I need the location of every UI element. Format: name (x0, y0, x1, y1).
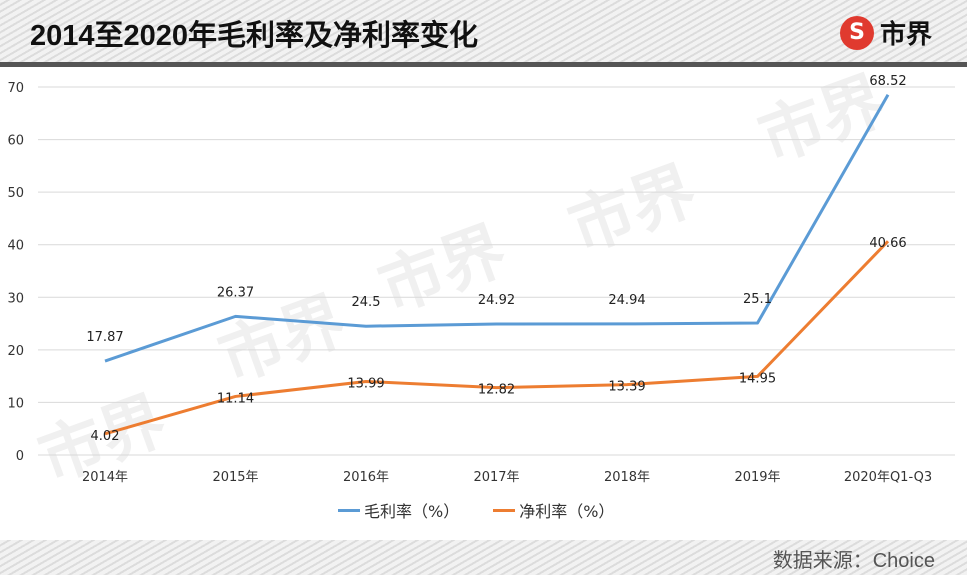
y-tick-label: 40 (7, 239, 24, 254)
footer-banner (0, 540, 967, 575)
y-tick-label: 20 (7, 344, 24, 359)
data-label: 40.66 (869, 236, 906, 251)
legend-line-orange-icon (493, 508, 516, 512)
y-axis-ticks: 0 10 20 30 40 50 60 70 (7, 81, 24, 464)
x-tick-label: 2020年Q1-Q3 (844, 470, 932, 485)
y-tick-label: 50 (7, 186, 24, 201)
x-tick-label: 2014年 (82, 470, 128, 485)
y-tick-label: 0 (16, 449, 24, 464)
logo-text: 市界 (880, 20, 933, 50)
data-label: 25.1 (743, 292, 772, 307)
net-margin-line (104, 240, 890, 436)
gross-margin-line (104, 94, 890, 363)
legend-item-gross-margin: 毛利率（%） (338, 498, 459, 522)
x-tick-label: 2015年 (212, 470, 258, 485)
y-tick-label: 70 (7, 81, 24, 96)
data-label: 13.99 (347, 376, 384, 391)
legend-line-blue-icon (338, 508, 360, 512)
x-tick-label: 2018年 (604, 470, 650, 485)
data-source: 数据来源：Choice (772, 550, 935, 572)
y-tick-label: 10 (7, 396, 24, 411)
data-label: 4.02 (91, 429, 120, 444)
header-divider (0, 62, 967, 67)
logo-s-icon: S (840, 15, 874, 50)
series-lines (104, 94, 890, 436)
data-label: 26.37 (217, 285, 254, 300)
legend-label: 净利率（%） (519, 502, 615, 521)
data-labels: 17.87 26.37 24.5 24.92 24.94 25.1 68.52 4.02 11.… (86, 74, 906, 444)
legend-item-net-margin: 净利率（%） (493, 498, 614, 522)
legend: 毛利率（%） 净利率（%） (338, 498, 648, 522)
watermark-text: 市界 (370, 214, 516, 327)
header-banner (0, 0, 967, 62)
data-label: 11.14 (217, 391, 254, 406)
data-label: 24.5 (352, 295, 381, 310)
chart-title: 2014至2020年毛利率及净利率变化 (30, 20, 479, 52)
data-label: 14.95 (739, 371, 776, 386)
legend-label: 毛利率（%） (364, 502, 460, 521)
brand-logo: S 市界 (840, 14, 932, 51)
data-label: 17.87 (86, 330, 123, 345)
x-tick-label: 2017年 (473, 470, 519, 485)
data-label: 13.39 (608, 380, 645, 395)
y-tick-label: 30 (7, 291, 24, 306)
x-tick-label: 2019年 (734, 470, 780, 485)
watermark-text: 市界 (210, 284, 356, 397)
watermark-text: 市界 (560, 154, 706, 267)
data-label: 68.52 (869, 74, 906, 89)
x-axis-ticks: 2014年 2015年 2016年 2017年 2018年 2019年 2020年Q1-Q3 (82, 470, 932, 485)
data-label: 24.92 (478, 293, 515, 308)
y-tick-label: 60 (7, 134, 24, 149)
x-tick-label: 2016年 (343, 470, 389, 485)
data-label: 12.82 (478, 383, 515, 398)
data-label: 24.94 (608, 293, 645, 308)
